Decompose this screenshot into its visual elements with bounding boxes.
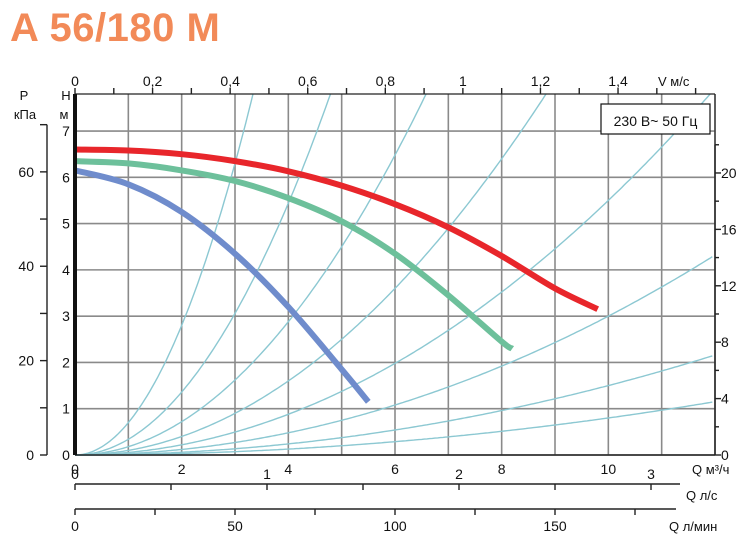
tick-label-h: 4 xyxy=(62,262,70,278)
tick-label-p: 0 xyxy=(26,447,34,463)
system-curve xyxy=(75,355,713,456)
legend-box xyxy=(600,103,711,135)
tick-label-q-m3h: 0 xyxy=(71,461,79,477)
axis-unit-p: кПа xyxy=(14,107,37,122)
tick-label-v: 0,6 xyxy=(298,73,318,89)
system-curve xyxy=(75,93,547,456)
system-curve xyxy=(75,93,427,456)
axis-unit-h: м xyxy=(60,107,69,122)
system-curve xyxy=(75,256,713,456)
tick-label-q-ls: 2 xyxy=(455,466,463,482)
tick-label-right: 16 xyxy=(721,221,737,237)
axis-title-q-m3h: Q м³/ч xyxy=(692,462,729,477)
tick-label-h: 1 xyxy=(62,401,70,417)
tick-label-q-lmin: 0 xyxy=(71,518,79,534)
system-curve xyxy=(75,93,711,456)
tick-label-q-m3h: 4 xyxy=(284,461,292,477)
tick-label-h: 2 xyxy=(62,354,70,370)
system-curve xyxy=(75,401,713,456)
tick-label-v: 1 xyxy=(459,73,467,89)
system-curve xyxy=(74,93,254,456)
tick-label-p: 60 xyxy=(18,164,34,180)
tick-label-right: 4 xyxy=(721,391,729,407)
tick-label-p: 20 xyxy=(18,353,34,369)
system-curve xyxy=(75,93,332,456)
tick-label-q-lmin: 50 xyxy=(227,518,243,534)
tick-label-p: 40 xyxy=(18,258,34,274)
tick-label-v: 0,8 xyxy=(376,73,396,89)
tick-label-q-ls: 3 xyxy=(647,466,655,482)
tick-label-q-lmin: 150 xyxy=(543,518,567,534)
tick-label-q-ls: 1 xyxy=(263,466,271,482)
tick-label-right: 12 xyxy=(721,278,737,294)
tick-label-v: 1,2 xyxy=(531,73,551,89)
tick-label-v: 0,4 xyxy=(220,73,240,89)
tick-label-q-m3h: 2 xyxy=(178,461,186,477)
tick-label-right: 8 xyxy=(721,334,729,350)
tick-label-v: 0 xyxy=(71,73,79,89)
tick-label-h: 6 xyxy=(62,169,70,185)
tick-label-q-ls: 0 xyxy=(71,466,79,482)
pump-curve-3 xyxy=(74,167,371,404)
tick-label-h: 3 xyxy=(62,308,70,324)
tick-label-v: 0,2 xyxy=(143,73,163,89)
tick-label-q-m3h: 10 xyxy=(601,461,617,477)
axis-title-h: H xyxy=(61,88,70,103)
tick-label-right: 0 xyxy=(721,447,729,463)
axis-title-v: V м/с xyxy=(658,74,690,89)
axis-title-q-ls: Q л/с xyxy=(686,488,718,503)
pump-curve-2 xyxy=(74,158,515,352)
tick-label-v: 1,4 xyxy=(608,73,628,89)
page-title: A 56/180 M xyxy=(10,6,221,50)
tick-label-q-m3h: 6 xyxy=(391,461,399,477)
pump-curve-1 xyxy=(74,146,600,312)
tick-label-h: 0 xyxy=(62,447,70,463)
tick-label-h: 7 xyxy=(62,123,70,139)
tick-label-q-lmin: 100 xyxy=(383,518,407,534)
tick-label-right: 20 xyxy=(721,165,737,181)
axis-title-q-lmin: Q л/мин xyxy=(669,519,717,534)
tick-label-q-m3h: 8 xyxy=(498,461,506,477)
tick-label-h: 5 xyxy=(62,216,70,232)
axis-title-p: P xyxy=(20,88,29,103)
legend-box-text: 230 В~ 50 Гц xyxy=(614,113,698,129)
